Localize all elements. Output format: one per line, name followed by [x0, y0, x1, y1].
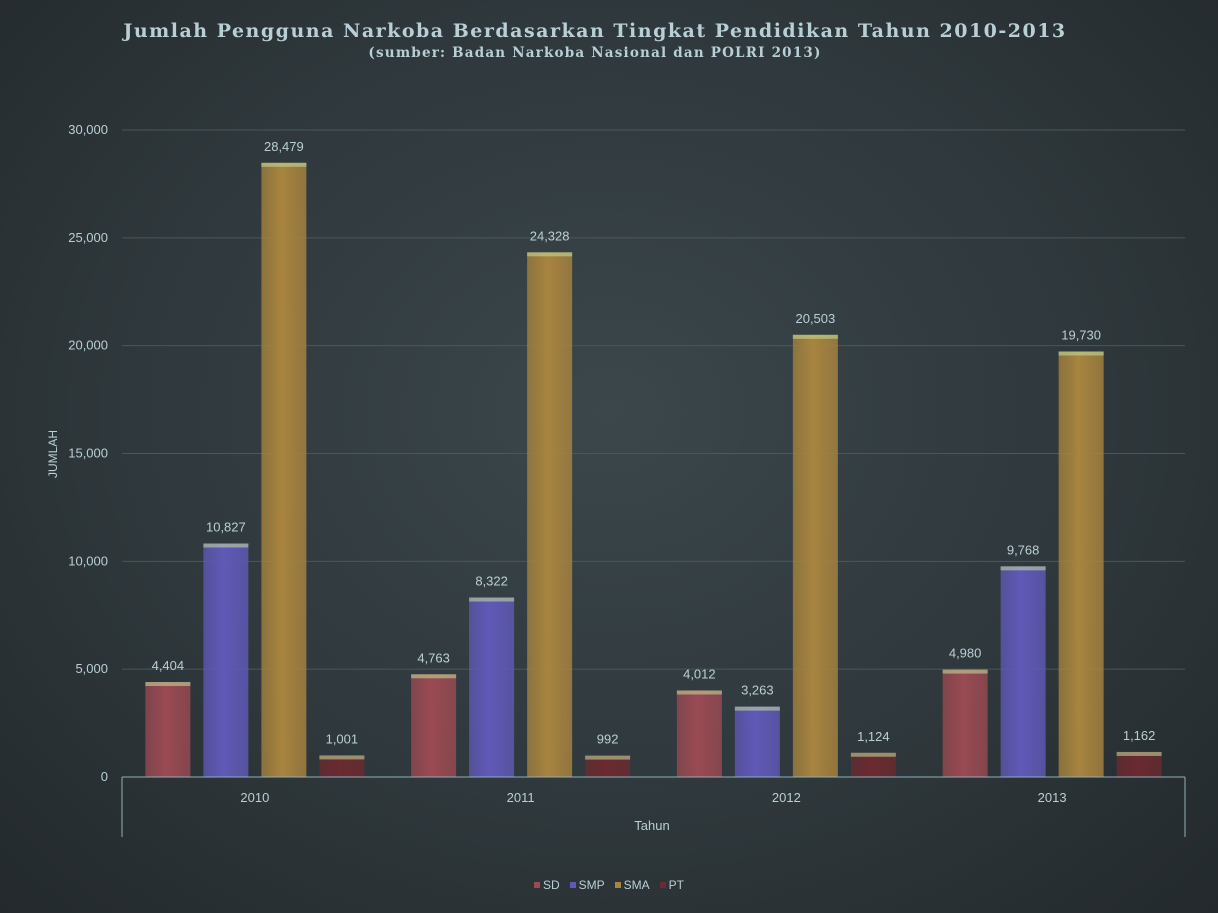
data-label: 9,768 [1007, 542, 1040, 557]
bar-pt-2013 [1116, 751, 1162, 777]
bar-sd-2012 [676, 690, 722, 777]
legend-swatch [659, 882, 666, 888]
chart-subtitle: (sumber: Badan Narkoba Nasional dan POLR… [368, 45, 822, 61]
data-label: 4,012 [683, 666, 716, 681]
data-label: 19,730 [1061, 327, 1101, 342]
legend-item-sd: SD [533, 878, 560, 892]
bar-smp-2011 [469, 597, 515, 777]
bar-pt-2011 [585, 755, 631, 777]
x-tick-label: 2010 [240, 790, 269, 805]
bar-cap [261, 162, 307, 167]
bar-sd-2010 [145, 682, 191, 777]
bar-cap [469, 597, 515, 602]
bar-sma-2011 [527, 252, 573, 778]
bar-cap [1058, 351, 1104, 356]
data-label: 4,763 [417, 650, 450, 665]
data-label: 24,328 [530, 228, 570, 243]
data-label: 4,404 [152, 658, 185, 673]
bar-cap [145, 682, 191, 687]
bar-cap [585, 755, 631, 760]
legend: SD SMP SMA PT [0, 878, 1218, 892]
bar-cap [203, 543, 249, 548]
data-label: 1,162 [1123, 728, 1156, 743]
legend-item-sma: SMA [614, 878, 650, 892]
data-label: 992 [597, 732, 619, 747]
bar-sd-2011 [411, 674, 457, 777]
data-label: 28,479 [264, 139, 304, 154]
y-tick-label: 15,000 [68, 446, 108, 461]
y-axis-label: JUMLAH [46, 430, 60, 478]
legend-label: PT [668, 878, 685, 892]
bar-cap [1116, 751, 1162, 756]
data-label: 4,980 [949, 646, 982, 661]
bar-sma-2010 [261, 162, 307, 777]
legend-swatch [533, 882, 540, 888]
data-label: 1,124 [857, 729, 890, 744]
data-label: 10,827 [206, 519, 246, 534]
bar-cap [319, 755, 365, 760]
bar-cap [734, 706, 780, 711]
bar-cap [676, 690, 722, 695]
bar-cap [942, 669, 988, 674]
bar-cap [527, 252, 573, 257]
chart-title: Jumlah Pengguna Narkoba Berdasarkan Ting… [123, 20, 1067, 42]
bar-sd-2013 [942, 669, 988, 777]
bar-sma-2012 [792, 334, 838, 777]
y-tick-label: 0 [101, 769, 108, 784]
y-tick-label: 25,000 [68, 230, 108, 245]
legend-swatch [614, 882, 621, 888]
x-axis-label: Tahun [634, 818, 669, 833]
x-tick-label: 2012 [772, 790, 801, 805]
y-tick-label: 30,000 [68, 122, 108, 137]
bar-cap [1000, 566, 1046, 571]
y-tick-label: 10,000 [68, 553, 108, 568]
bar-cap [792, 334, 838, 339]
x-tick-label: 2011 [507, 790, 535, 805]
data-label: 1,001 [326, 731, 359, 746]
data-label: 20,503 [795, 311, 835, 326]
bar-pt-2012 [850, 752, 896, 777]
y-tick-label: 20,000 [68, 338, 108, 353]
bar-smp-2012 [734, 706, 780, 777]
legend-item-smp: SMP [569, 878, 605, 892]
data-label: 3,263 [741, 683, 774, 698]
bar-cap [850, 752, 896, 757]
x-tick-label: 2013 [1038, 790, 1067, 805]
legend-label: SD [542, 878, 560, 892]
bar-sma-2013 [1058, 351, 1104, 777]
data-label: 8,322 [475, 574, 508, 589]
y-tick-label: 5,000 [75, 661, 108, 676]
bar-cap [411, 674, 457, 679]
legend-label: SMP [578, 878, 605, 892]
legend-swatch [569, 882, 576, 888]
bar-smp-2010 [203, 543, 249, 777]
legend-item-pt: PT [659, 878, 685, 892]
bar-smp-2013 [1000, 566, 1046, 777]
bar-pt-2010 [319, 755, 365, 777]
legend-label: SMA [623, 878, 650, 892]
